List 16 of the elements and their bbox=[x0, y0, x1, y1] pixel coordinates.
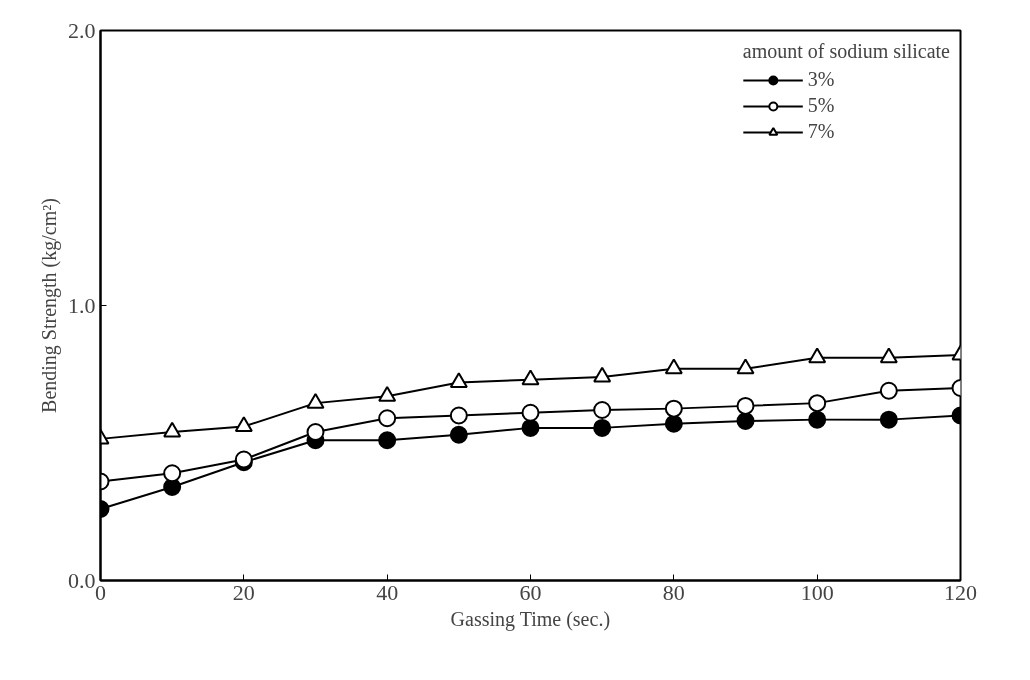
x-tick-label: 100 bbox=[800, 579, 834, 605]
x-tick-label: 40 bbox=[376, 579, 399, 605]
x-tick-label: 120 bbox=[944, 579, 977, 605]
x-tick-label: 60 bbox=[519, 579, 542, 605]
legend-label: 5% bbox=[807, 94, 835, 117]
x-tick-label: 80 bbox=[662, 579, 685, 605]
y-tick-label: 1.0 bbox=[68, 292, 96, 318]
y-axis-title: Bending Strength (kg/cm²) bbox=[38, 198, 61, 413]
y-tick-label: 2.0 bbox=[68, 17, 96, 43]
x-tick-label: 0 bbox=[95, 579, 106, 605]
legend-title: amount of sodium silicate bbox=[742, 40, 950, 63]
legend-label: 3% bbox=[807, 68, 835, 91]
y-tick-label: 0.0 bbox=[68, 567, 96, 593]
x-axis-title: Gassing Time (sec.) bbox=[450, 607, 611, 631]
legend-label: 7% bbox=[807, 120, 835, 143]
x-tick-label: 20 bbox=[232, 579, 255, 605]
